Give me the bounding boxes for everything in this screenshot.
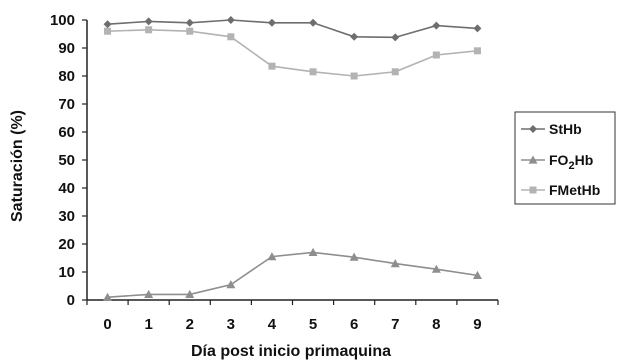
data-point-fmethb bbox=[391, 68, 399, 76]
y-tick-label: 70 bbox=[58, 96, 75, 113]
data-point-sthb bbox=[309, 18, 318, 27]
y-tick-label: 90 bbox=[58, 40, 75, 57]
y-tick-label: 100 bbox=[50, 12, 75, 29]
data-point-fo2hb bbox=[308, 247, 318, 256]
y-tick-label: 50 bbox=[58, 152, 75, 169]
legend-label-sthb: StHb bbox=[549, 121, 582, 137]
data-point-sthb bbox=[103, 20, 112, 29]
y-tick-label: 30 bbox=[58, 208, 75, 225]
legend-label-fo2hb: FO2Hb bbox=[549, 152, 593, 172]
series-line-fmethb bbox=[107, 28, 478, 77]
data-point-fo2hb bbox=[226, 280, 236, 289]
data-point-fmethb bbox=[473, 47, 481, 55]
series-fmethb bbox=[104, 26, 481, 80]
data-point-sthb bbox=[391, 33, 400, 42]
series-lines bbox=[103, 16, 482, 301]
data-point-fo2hb bbox=[185, 289, 195, 298]
legend: StHb FO2Hb FMetHb bbox=[514, 111, 616, 205]
legend-label-fmethb: FMetHb bbox=[549, 182, 600, 198]
x-tick-label: 5 bbox=[309, 316, 317, 333]
data-point-fo2hb bbox=[431, 264, 441, 273]
y-tick-label: 80 bbox=[58, 68, 75, 85]
data-point-fmethb bbox=[350, 72, 358, 80]
data-point-fo2hb bbox=[349, 252, 359, 261]
data-point-fmethb bbox=[104, 27, 112, 35]
x-tick-label: 3 bbox=[227, 316, 235, 333]
data-point-sthb bbox=[432, 21, 441, 30]
series-line-sthb bbox=[107, 19, 478, 39]
y-tick-label: 20 bbox=[58, 236, 75, 253]
data-point-sthb bbox=[473, 24, 482, 33]
x-tick-label: 2 bbox=[186, 316, 194, 333]
data-point-fo2hb bbox=[390, 259, 400, 268]
x-axis-title: Día post inicio primaquina bbox=[191, 343, 391, 360]
data-point-fmethb bbox=[268, 62, 276, 70]
y-tick-label: 10 bbox=[58, 264, 75, 281]
x-tick-label: 4 bbox=[268, 316, 277, 333]
data-point-sthb bbox=[185, 18, 194, 27]
data-point-fo2hb bbox=[472, 270, 482, 279]
y-axis-title: Saturación (%) bbox=[9, 110, 26, 222]
legend-marker bbox=[529, 125, 537, 133]
x-tick-label: 9 bbox=[473, 316, 481, 333]
data-point-fo2hb bbox=[103, 292, 113, 301]
data-point-fmethb bbox=[227, 33, 235, 41]
x-axis-ticks: 0 1 2 3 4 5 6 7 8 9 bbox=[86, 300, 499, 333]
y-tick-label: 60 bbox=[58, 124, 75, 141]
data-point-sthb bbox=[267, 18, 276, 27]
data-point-fo2hb bbox=[144, 289, 154, 298]
legend-marker bbox=[529, 186, 537, 194]
legend-marker bbox=[528, 155, 538, 164]
legend-item-fo2hb: FO2Hb bbox=[521, 152, 593, 172]
data-point-fmethb bbox=[309, 68, 317, 76]
series-fo2hb bbox=[103, 247, 482, 301]
data-point-fmethb bbox=[432, 51, 440, 59]
x-tick-label: 1 bbox=[144, 316, 152, 333]
x-tick-label: 0 bbox=[103, 316, 111, 333]
legend-item-fmethb: FMetHb bbox=[521, 182, 600, 198]
series-line-fo2hb bbox=[107, 251, 478, 298]
y-tick-label: 0 bbox=[67, 292, 75, 309]
axes bbox=[86, 20, 498, 301]
data-point-sthb bbox=[226, 16, 235, 24]
legend-item-sthb: StHb bbox=[521, 121, 582, 137]
y-axis-ticks: 0 10 20 30 40 50 60 70 80 90 100 bbox=[50, 12, 87, 309]
data-point-fo2hb bbox=[267, 252, 277, 261]
data-point-sthb bbox=[144, 17, 153, 26]
data-point-fmethb bbox=[186, 27, 194, 35]
x-tick-label: 8 bbox=[432, 316, 440, 333]
data-point-sthb bbox=[350, 32, 359, 41]
x-tick-label: 7 bbox=[391, 316, 399, 333]
series-sthb bbox=[103, 16, 482, 42]
y-tick-label: 40 bbox=[58, 180, 75, 197]
x-tick-label: 6 bbox=[350, 316, 358, 333]
data-point-fmethb bbox=[145, 26, 153, 34]
